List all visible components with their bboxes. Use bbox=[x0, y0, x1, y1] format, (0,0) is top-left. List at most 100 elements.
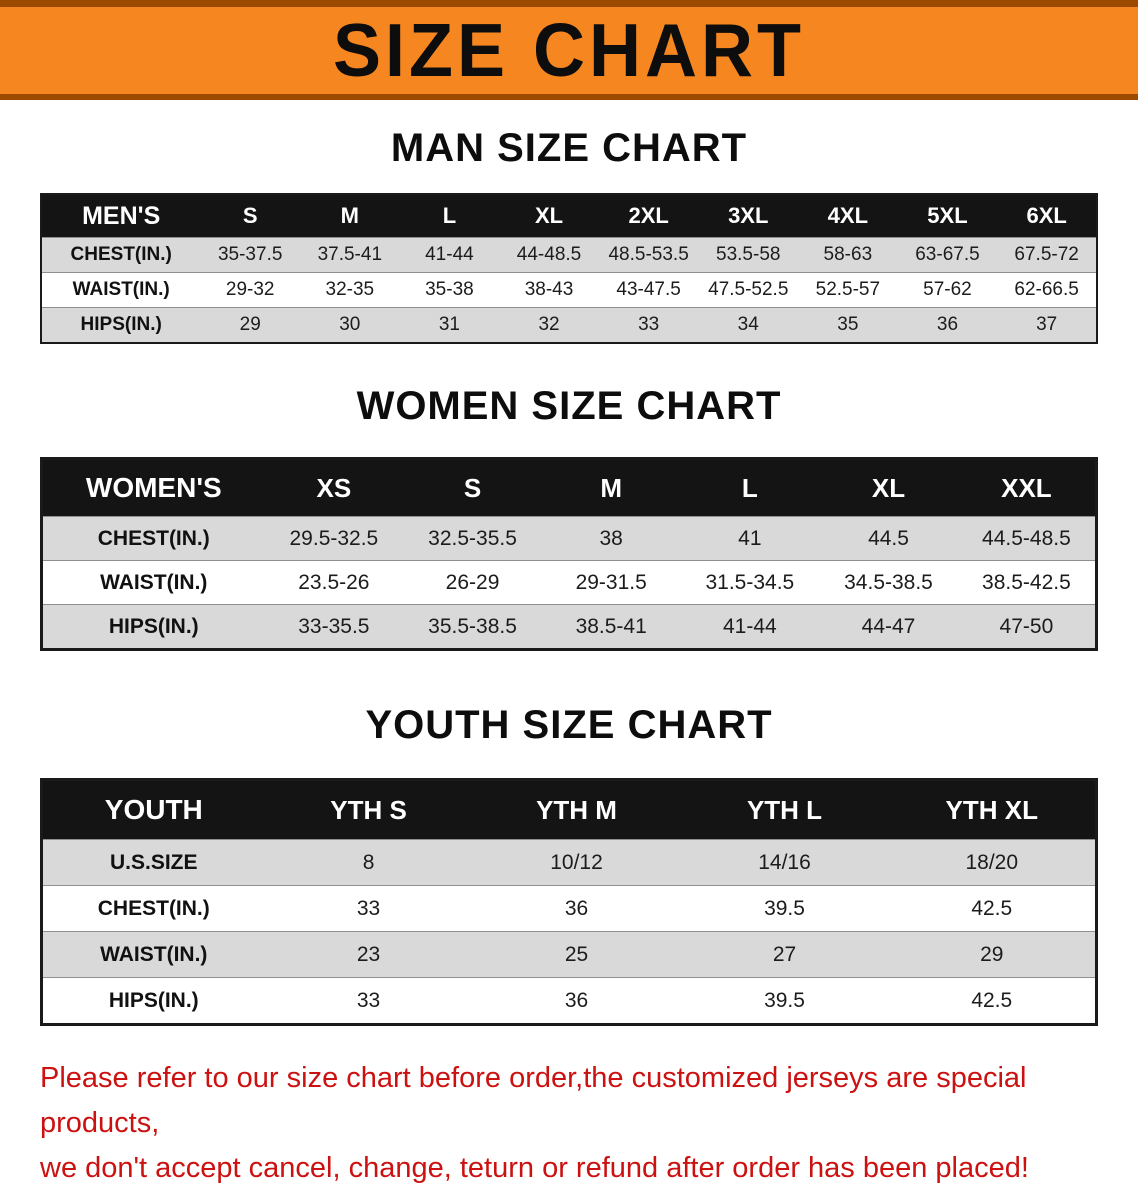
size-value: 30 bbox=[300, 307, 400, 344]
size-value: 36 bbox=[472, 885, 681, 932]
size-column-header: YTH M bbox=[472, 779, 681, 840]
size-value: 26-29 bbox=[403, 560, 542, 605]
size-column-header: 3XL bbox=[698, 194, 799, 238]
size-column-header: 6XL bbox=[997, 194, 1097, 238]
row-label: HIPS(IN.) bbox=[41, 977, 265, 1025]
size-value: 31 bbox=[399, 307, 500, 344]
size-column-header: M bbox=[541, 458, 681, 517]
measurement-row: U.S.SIZE 8 10/12 14/16 18/20 bbox=[41, 839, 1097, 886]
measurement-row: WAIST(IN.) 23 25 27 29 bbox=[41, 931, 1097, 978]
row-label: U.S.SIZE bbox=[41, 839, 265, 886]
size-value: 31.5-34.5 bbox=[680, 560, 820, 605]
women-size-section: WOMEN SIZE CHART WOMEN'S XS S M L XL XXL CHEST(… bbox=[0, 344, 1138, 651]
measurement-row: WAIST(IN.) 29-32 32-35 35-38 38-43 43-47.5 47.… bbox=[41, 272, 1097, 308]
size-value: 25 bbox=[472, 931, 681, 978]
size-value: 41-44 bbox=[399, 237, 500, 273]
size-column-header: L bbox=[399, 194, 500, 238]
size-column-header: XL bbox=[499, 194, 599, 238]
measurement-row: WAIST(IN.) 23.5-26 26-29 29-31.5 31.5-34.5 34… bbox=[41, 560, 1097, 605]
size-value: 33 bbox=[598, 307, 699, 344]
size-value: 27 bbox=[680, 931, 889, 978]
size-value: 47.5-52.5 bbox=[698, 272, 799, 308]
banner-title: SIZE CHART bbox=[333, 8, 805, 93]
size-column-header: XS bbox=[264, 458, 404, 517]
table-header-row: WOMEN'S XS S M L XL XXL bbox=[41, 458, 1097, 517]
size-value: 42.5 bbox=[888, 885, 1097, 932]
size-column-header: 4XL bbox=[798, 194, 898, 238]
row-label: WAIST(IN.) bbox=[41, 931, 265, 978]
size-value: 23.5-26 bbox=[264, 560, 404, 605]
row-label: CHEST(IN.) bbox=[41, 237, 201, 273]
row-label: CHEST(IN.) bbox=[41, 516, 265, 561]
size-value: 33-35.5 bbox=[264, 604, 404, 650]
row-label: CHEST(IN.) bbox=[41, 885, 265, 932]
size-value: 32.5-35.5 bbox=[403, 516, 542, 561]
size-value: 44.5-48.5 bbox=[957, 516, 1097, 561]
size-column-header: XXL bbox=[957, 458, 1097, 517]
size-value: 29-32 bbox=[200, 272, 300, 308]
size-column-header: XL bbox=[819, 458, 958, 517]
row-label: WAIST(IN.) bbox=[41, 560, 265, 605]
size-value: 29 bbox=[888, 931, 1097, 978]
size-value: 62-66.5 bbox=[997, 272, 1097, 308]
size-value: 10/12 bbox=[472, 839, 681, 886]
table-title-cell: MEN'S bbox=[41, 194, 201, 238]
size-column-header: S bbox=[403, 458, 542, 517]
row-label: HIPS(IN.) bbox=[41, 307, 201, 344]
disclaimer: Please refer to our size chart before or… bbox=[40, 1056, 1098, 1191]
size-column-header: YTH XL bbox=[888, 779, 1097, 840]
size-value: 36 bbox=[472, 977, 681, 1025]
size-value: 33 bbox=[264, 977, 473, 1025]
size-value: 23 bbox=[264, 931, 473, 978]
men-size-section: MAN SIZE CHART MEN'S S M L XL 2XL 3XL 4XL 5XL 6XL… bbox=[0, 100, 1138, 344]
size-value: 57-62 bbox=[897, 272, 998, 308]
size-value: 37.5-41 bbox=[300, 237, 400, 273]
size-value: 34.5-38.5 bbox=[819, 560, 958, 605]
size-value: 34 bbox=[698, 307, 799, 344]
size-value: 41-44 bbox=[680, 604, 820, 650]
size-value: 35.5-38.5 bbox=[403, 604, 542, 650]
size-value: 67.5-72 bbox=[997, 237, 1097, 273]
size-value: 42.5 bbox=[888, 977, 1097, 1025]
women-section-heading: WOMEN SIZE CHART bbox=[356, 384, 782, 428]
size-value: 37 bbox=[997, 307, 1097, 344]
measurement-row: HIPS(IN.) 29 30 31 32 33 34 35 36 37 bbox=[41, 307, 1097, 344]
measurement-row: CHEST(IN.) 33 36 39.5 42.5 bbox=[41, 885, 1097, 932]
men-size-table: MEN'S S M L XL 2XL 3XL 4XL 5XL 6XL CHEST(IN.) 35-37… bbox=[40, 193, 1098, 344]
table-title-cell: YOUTH bbox=[41, 779, 265, 840]
size-value: 58-63 bbox=[798, 237, 898, 273]
youth-size-section: YOUTH SIZE CHART YOUTH YTH S YTH M YTH L YTH… bbox=[0, 651, 1138, 1026]
size-column-header: YTH S bbox=[264, 779, 473, 840]
size-charts: MAN SIZE CHART MEN'S S M L XL 2XL 3XL 4XL 5XL 6XL… bbox=[0, 100, 1138, 1026]
size-value: 52.5-57 bbox=[798, 272, 898, 308]
size-column-header: 5XL bbox=[897, 194, 998, 238]
measurement-row: HIPS(IN.) 33-35.5 35.5-38.5 38.5-41 41-44 44-… bbox=[41, 604, 1097, 650]
size-column-header: S bbox=[200, 194, 300, 238]
size-value: 35-37.5 bbox=[200, 237, 300, 273]
size-value: 63-67.5 bbox=[897, 237, 998, 273]
disclaimer-line2: we don't accept cancel, change, teturn o… bbox=[40, 1151, 1029, 1184]
women-size-table: WOMEN'S XS S M L XL XXL CHEST(IN.) 29.5-32.5 32.5… bbox=[40, 457, 1098, 651]
size-value: 41 bbox=[680, 516, 820, 561]
size-value: 35-38 bbox=[399, 272, 500, 308]
size-value: 48.5-53.5 bbox=[598, 237, 699, 273]
youth-section-heading: YOUTH SIZE CHART bbox=[365, 703, 773, 747]
size-value: 33 bbox=[264, 885, 473, 932]
size-value: 8 bbox=[264, 839, 473, 886]
size-value: 47-50 bbox=[957, 604, 1097, 650]
size-value: 14/16 bbox=[680, 839, 889, 886]
size-value: 29 bbox=[200, 307, 300, 344]
measurement-row: HIPS(IN.) 33 36 39.5 42.5 bbox=[41, 977, 1097, 1025]
size-value: 36 bbox=[897, 307, 998, 344]
size-value: 32 bbox=[499, 307, 599, 344]
size-column-header: L bbox=[680, 458, 820, 517]
table-title-cell: WOMEN'S bbox=[41, 458, 265, 517]
size-value: 38.5-41 bbox=[541, 604, 681, 650]
disclaimer-line1: Please refer to our size chart before or… bbox=[40, 1062, 1027, 1139]
table-header-row: YOUTH YTH S YTH M YTH L YTH XL bbox=[41, 779, 1097, 840]
size-value: 32-35 bbox=[300, 272, 400, 308]
row-label: WAIST(IN.) bbox=[41, 272, 201, 308]
size-column-header: M bbox=[300, 194, 400, 238]
size-value: 18/20 bbox=[888, 839, 1097, 886]
